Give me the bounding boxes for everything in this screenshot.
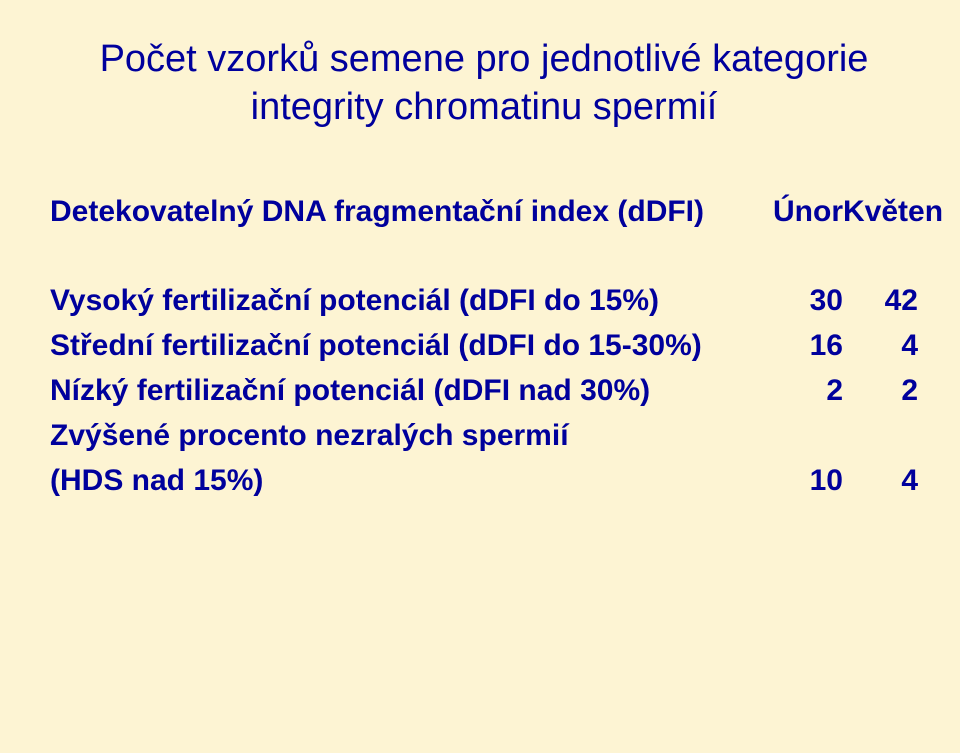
row-label: Vysoký fertilizační potenciál (dDFI do 1… <box>50 278 659 323</box>
footer-label-1: Zvýšené procento nezralých spermií <box>50 413 569 458</box>
row-value-2: 4 <box>843 323 918 368</box>
row-label: Nízký fertilizační potenciál (dDFI nad 3… <box>50 368 650 413</box>
row-value-2: 2 <box>843 368 918 413</box>
header-label: Detekovatelný DNA fragmentační index (dD… <box>50 189 704 234</box>
vertical-spacer <box>50 234 918 278</box>
row-label: Střední fertilizační potenciál (dDFI do … <box>50 323 702 368</box>
footer-label-2: (HDS nad 15%) <box>50 458 263 503</box>
row-value-2: 42 <box>843 278 918 323</box>
footer-line-2: (HDS nad 15%) 10 4 <box>50 458 918 503</box>
title-line-1: Počet vzorků semene pro jednotlivé kateg… <box>100 38 869 80</box>
table-row: Nízký fertilizační potenciál (dDFI nad 3… <box>50 368 918 413</box>
header-col-2: Květen <box>843 189 918 234</box>
header-row: Detekovatelný DNA fragmentační index (dD… <box>50 189 918 234</box>
footer-value-1: 10 <box>768 458 843 503</box>
header-col-1: Únor <box>768 189 843 234</box>
table-row: Vysoký fertilizační potenciál (dDFI do 1… <box>50 278 918 323</box>
row-value-1: 30 <box>768 278 843 323</box>
title-line-2: integrity chromatinu spermií <box>251 86 718 128</box>
table-row: Střední fertilizační potenciál (dDFI do … <box>50 323 918 368</box>
row-value-1: 16 <box>768 323 843 368</box>
row-value-1: 2 <box>768 368 843 413</box>
footer-line-1: Zvýšené procento nezralých spermií <box>50 413 918 458</box>
slide: Počet vzorků semene pro jednotlivé kateg… <box>0 0 960 753</box>
slide-title: Počet vzorků semene pro jednotlivé kateg… <box>50 36 918 131</box>
footer-value-2: 4 <box>843 458 918 503</box>
slide-body: Detekovatelný DNA fragmentační index (dD… <box>50 189 918 503</box>
